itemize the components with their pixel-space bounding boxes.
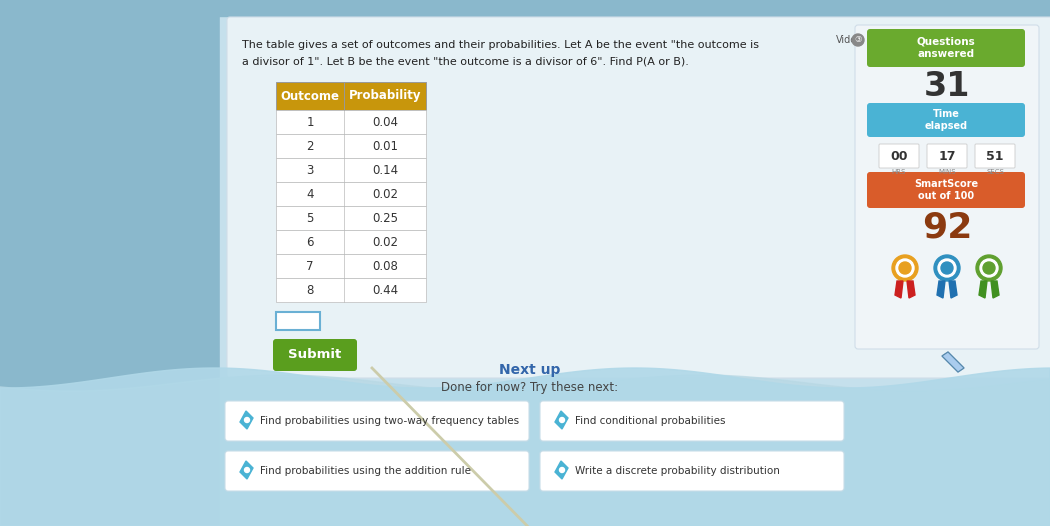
Circle shape [560,418,565,422]
Bar [0,0,220,526]
Text: Outcome: Outcome [280,89,339,103]
Text: 17: 17 [939,149,956,163]
Text: 8: 8 [307,284,314,297]
Bar [276,82,426,110]
Text: MINS: MINS [939,169,956,175]
Bar [220,0,1050,526]
Circle shape [938,259,956,277]
Text: 6: 6 [307,236,314,248]
Text: Find conditional probabilities: Find conditional probabilities [575,416,726,426]
Text: 0.02: 0.02 [372,187,398,200]
Circle shape [245,418,250,422]
FancyBboxPatch shape [225,401,529,441]
FancyBboxPatch shape [540,401,844,441]
Circle shape [941,262,953,274]
Bar [276,182,426,206]
Text: 0.01: 0.01 [372,139,398,153]
Text: Probability: Probability [349,89,421,103]
Bar [276,278,426,302]
Text: Submit: Submit [289,349,341,361]
Bar [0,0,1050,16]
Text: 0.25: 0.25 [372,211,398,225]
Text: Find probabilities using two-way frequency tables: Find probabilities using two-way frequen… [260,416,519,426]
Text: SmartScore
out of 100: SmartScore out of 100 [914,179,978,201]
Circle shape [899,262,911,274]
Bar [276,158,426,182]
Circle shape [852,34,864,46]
Text: 7: 7 [307,259,314,272]
FancyBboxPatch shape [540,451,844,491]
Text: 51: 51 [986,149,1004,163]
Circle shape [934,255,960,281]
FancyBboxPatch shape [855,25,1040,349]
Bar [276,206,426,230]
Text: 31: 31 [924,69,970,103]
Circle shape [560,468,565,472]
Text: Time
elapsed: Time elapsed [924,109,967,131]
Text: 00: 00 [890,149,908,163]
Polygon shape [240,461,253,479]
FancyBboxPatch shape [927,144,967,168]
Polygon shape [942,352,964,372]
Text: Video: Video [836,35,863,45]
Text: SECS: SECS [986,169,1004,175]
FancyBboxPatch shape [879,144,919,168]
Text: 0.44: 0.44 [372,284,398,297]
Text: Write a discrete probability distribution: Write a discrete probability distributio… [575,466,780,476]
Text: 0.14: 0.14 [372,164,398,177]
FancyBboxPatch shape [975,144,1015,168]
Polygon shape [942,352,964,372]
Text: a divisor of 1". Let B be the event "the outcome is a divisor of 6". Find P(A or: a divisor of 1". Let B be the event "the… [242,56,689,66]
Circle shape [896,259,914,277]
Polygon shape [895,281,903,298]
Text: 4: 4 [307,187,314,200]
Polygon shape [240,411,253,429]
Text: 0.04: 0.04 [372,116,398,128]
Polygon shape [937,281,945,298]
Polygon shape [949,281,957,298]
Circle shape [245,468,250,472]
Text: The table gives a set of outcomes and their probabilities. Let A be the event "t: The table gives a set of outcomes and th… [242,40,759,50]
Bar [276,110,426,134]
Polygon shape [907,281,915,298]
Text: Next up: Next up [500,363,561,377]
Text: 3: 3 [307,164,314,177]
Text: 1: 1 [307,116,314,128]
Bar [276,134,426,158]
FancyBboxPatch shape [867,172,1025,208]
Circle shape [976,255,1002,281]
Polygon shape [979,281,987,298]
Polygon shape [555,461,568,479]
Circle shape [980,259,998,277]
FancyBboxPatch shape [276,312,320,330]
FancyBboxPatch shape [227,17,1050,378]
FancyBboxPatch shape [273,339,357,371]
Polygon shape [555,411,568,429]
Circle shape [983,262,995,274]
Text: 5: 5 [307,211,314,225]
Text: 0.02: 0.02 [372,236,398,248]
Bar [276,230,426,254]
Text: Questions
answered: Questions answered [917,37,975,59]
Text: 2: 2 [307,139,314,153]
Polygon shape [991,281,999,298]
Bar [276,254,426,278]
Text: 0.08: 0.08 [372,259,398,272]
FancyBboxPatch shape [867,103,1025,137]
FancyBboxPatch shape [867,29,1025,67]
Circle shape [892,255,918,281]
FancyBboxPatch shape [225,451,529,491]
Text: Find probabilities using the addition rule: Find probabilities using the addition ru… [260,466,471,476]
Text: 92: 92 [922,211,972,245]
Text: Done for now? Try these next:: Done for now? Try these next: [441,381,618,394]
Text: HRS: HRS [891,169,906,175]
Text: ③: ③ [855,35,862,45]
